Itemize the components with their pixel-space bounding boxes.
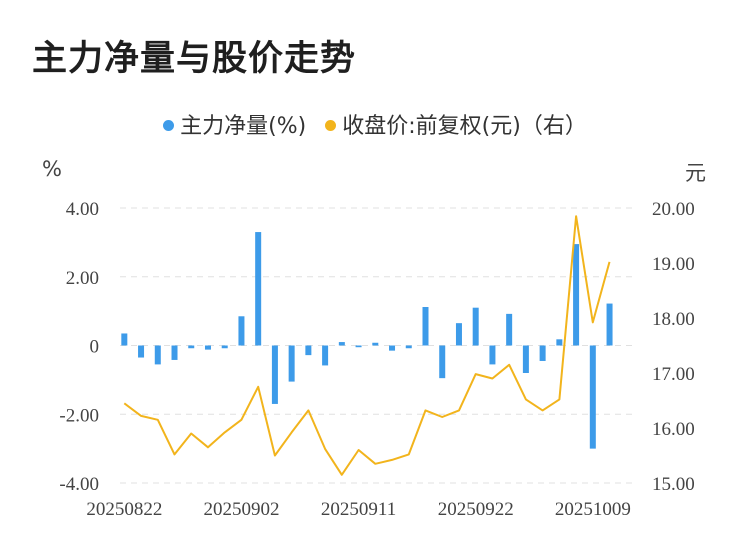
bar-mark: [589, 345, 596, 449]
legend-item-line[interactable]: 收盘价:前复权(元)（右）: [325, 108, 587, 140]
bar-mark: [238, 316, 245, 346]
bar-mark: [439, 345, 446, 379]
bar-mark: [405, 345, 412, 349]
bar-mark: [271, 345, 278, 404]
right-axis-tick: 17.00: [652, 364, 695, 385]
legend-line-label: 收盘价:前复权(元)（右）: [342, 114, 587, 139]
bar-mark: [522, 345, 529, 373]
left-axis-tick: 4.00: [66, 199, 99, 220]
bar-mark: [606, 303, 613, 346]
price-line: [123, 215, 611, 476]
x-axis-tick: 20250902: [203, 499, 279, 520]
bar-mark: [389, 345, 396, 351]
bar-mark: [188, 345, 195, 349]
bar-mark: [204, 345, 211, 350]
bar-mark: [472, 307, 479, 346]
bar-mark: [221, 345, 228, 349]
bar-mark: [171, 345, 178, 360]
bar-mark: [138, 345, 145, 358]
x-axis-tick: 20251009: [555, 499, 631, 520]
bar-mark: [288, 345, 295, 382]
axis-labels: 4.00 2.00 0 -2.00 -4.00 20.00 19.00 18.00 17.00 1…: [59, 199, 694, 520]
left-axis-tick: -4.00: [59, 474, 99, 495]
bar-mark: [305, 345, 312, 356]
bar-mark: [422, 307, 429, 346]
right-axis-tick: 18.00: [652, 309, 695, 330]
right-axis-unit: 元: [685, 161, 706, 185]
left-axis-tick: 0: [90, 337, 100, 358]
bar-mark: [539, 345, 546, 361]
legend-item-bar[interactable]: 主力净量(%): [163, 108, 306, 140]
bar-mark: [338, 342, 345, 346]
left-axis-unit: %: [42, 157, 62, 181]
bar-mark: [121, 333, 128, 346]
bar-mark: [154, 345, 161, 365]
x-axis-tick: 20250822: [86, 499, 162, 520]
legend-line-dot-icon: [325, 120, 337, 131]
right-axis-tick: 20.00: [652, 199, 695, 220]
legend-bar-dot-icon: [163, 120, 175, 131]
line-series: [123, 215, 611, 476]
bar-mark: [355, 345, 362, 348]
x-axis-tick: 20250911: [321, 499, 396, 520]
bar-series: [121, 232, 613, 449]
bar-mark: [255, 232, 262, 346]
chart-legend: 主力净量(%) 收盘价:前复权(元)（右）: [0, 108, 750, 140]
chart-title: 主力净量与股价走势: [32, 39, 357, 79]
x-axis-tick: 20250922: [438, 499, 514, 520]
right-axis-tick: 19.00: [652, 254, 695, 275]
left-axis-tick: 2.00: [66, 268, 99, 289]
right-axis-tick: 16.00: [652, 419, 695, 440]
left-axis-tick: -2.00: [59, 405, 99, 426]
bar-mark: [556, 339, 563, 346]
legend-bar-label: 主力净量(%): [180, 114, 307, 139]
bar-mark: [489, 345, 496, 365]
bar-mark: [573, 244, 580, 346]
bar-mark: [322, 345, 329, 366]
bar-mark: [372, 342, 379, 346]
bar-mark: [506, 313, 513, 346]
right-axis-tick: 15.00: [652, 474, 695, 495]
bar-mark: [455, 323, 462, 346]
